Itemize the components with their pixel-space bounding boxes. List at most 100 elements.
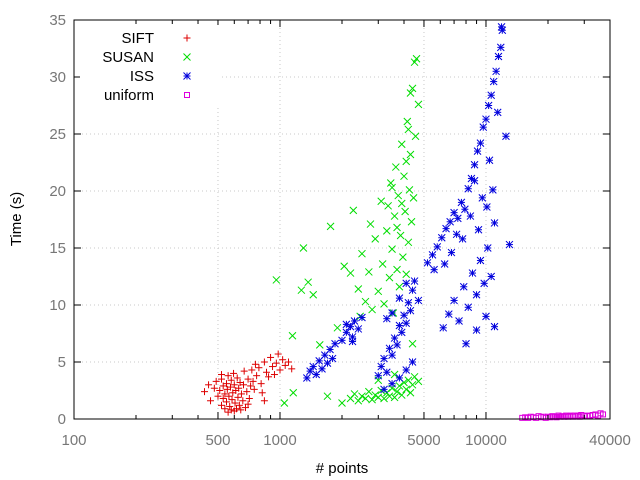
iss-point (348, 337, 357, 346)
sift-point (285, 358, 293, 366)
sift-point (217, 371, 225, 379)
sift-point (269, 363, 277, 371)
susan-point (309, 290, 318, 299)
sift-point (260, 397, 268, 405)
sift-point (247, 382, 255, 390)
y-tick-label: 25 (49, 126, 66, 143)
legend-label: uniform (104, 87, 154, 104)
sift-point (239, 397, 247, 405)
sift-point (216, 387, 224, 394)
iss-point (433, 243, 442, 251)
sift-point (230, 369, 238, 377)
iss-point (489, 77, 498, 86)
iss-point (472, 326, 481, 334)
iss-point (390, 334, 399, 342)
iss-point (487, 91, 496, 100)
iss-point (342, 320, 351, 329)
sift-point (244, 400, 252, 408)
sift-point (255, 364, 263, 372)
sift-point (200, 388, 208, 396)
susan-point (395, 282, 404, 291)
iss-point (437, 233, 446, 242)
susan-point (397, 391, 406, 399)
susan-point (349, 206, 358, 215)
iss-point (395, 374, 404, 382)
iss-point (306, 367, 314, 375)
x-tick-label: 1000 (263, 432, 296, 449)
iss-point (380, 354, 388, 363)
iss-point (442, 224, 450, 233)
susan-point (378, 260, 387, 268)
susan-point (390, 393, 399, 402)
sift-point (219, 394, 227, 402)
iss-point (450, 208, 458, 217)
iss-point (483, 244, 492, 252)
sift-point (243, 388, 251, 396)
iss-point (450, 296, 458, 305)
iss-point (480, 279, 489, 288)
sift-point (234, 393, 242, 401)
susan-point (410, 58, 419, 67)
susan-point (408, 84, 417, 93)
iss-point (358, 313, 366, 322)
sift-point (239, 381, 247, 389)
susan-point (340, 262, 349, 271)
susan-point (288, 331, 297, 340)
susan-point (397, 199, 406, 208)
susan-point (402, 270, 411, 279)
iss-point (406, 306, 415, 315)
legend-label: SUSAN (102, 49, 154, 66)
sift-point (223, 398, 231, 406)
susan-point (361, 394, 370, 403)
iss-point (408, 358, 417, 366)
iss-point (393, 341, 401, 349)
iss-point (455, 317, 463, 325)
sift-point (276, 366, 284, 374)
legend-marker-uniform (184, 92, 190, 98)
uniform-point (578, 412, 585, 419)
iss-point (492, 67, 500, 76)
susan-point (395, 382, 404, 390)
sift-point (230, 381, 238, 389)
sift-point (272, 359, 280, 367)
iss-point (338, 336, 346, 345)
iss-point (388, 351, 396, 360)
susan-point (388, 183, 396, 192)
uniform-point (600, 411, 607, 418)
susan-point (399, 253, 407, 261)
sift-point (258, 389, 266, 397)
iss-point (312, 370, 321, 379)
iss-point (414, 296, 423, 305)
axis-ticks: 0 5 10 15 20 25 30 35 100 500 1000 5000 10000 40000 (49, 12, 631, 449)
sift-point (231, 399, 239, 407)
iss-point (382, 368, 391, 377)
sift-point (226, 383, 234, 391)
susan-point (408, 380, 417, 389)
sift-point (270, 371, 278, 379)
iss-point (464, 184, 473, 193)
susan-point (402, 385, 411, 394)
iss-point (395, 321, 404, 330)
iss-point (374, 371, 383, 380)
sift-point (212, 377, 220, 385)
iss-point (440, 260, 449, 268)
susan-point (402, 157, 411, 166)
iss-point (493, 108, 502, 117)
x-tick-label: 5000 (407, 432, 440, 449)
iss-point (397, 328, 406, 337)
sift-point (245, 394, 253, 402)
susan-point (304, 278, 313, 287)
legend-label: SIFT (122, 30, 155, 47)
sift-point (214, 392, 222, 400)
sift-point (262, 368, 270, 376)
x-axis-label: # points (316, 460, 369, 477)
sift-point (237, 390, 245, 398)
iss-point (470, 160, 479, 169)
iss-point (346, 322, 355, 331)
susan-point (299, 244, 308, 252)
iss-point (350, 317, 359, 325)
sift-point (223, 380, 231, 388)
y-tick-label: 0 (58, 411, 66, 428)
sift-point (244, 375, 252, 383)
sift-point (221, 405, 229, 413)
